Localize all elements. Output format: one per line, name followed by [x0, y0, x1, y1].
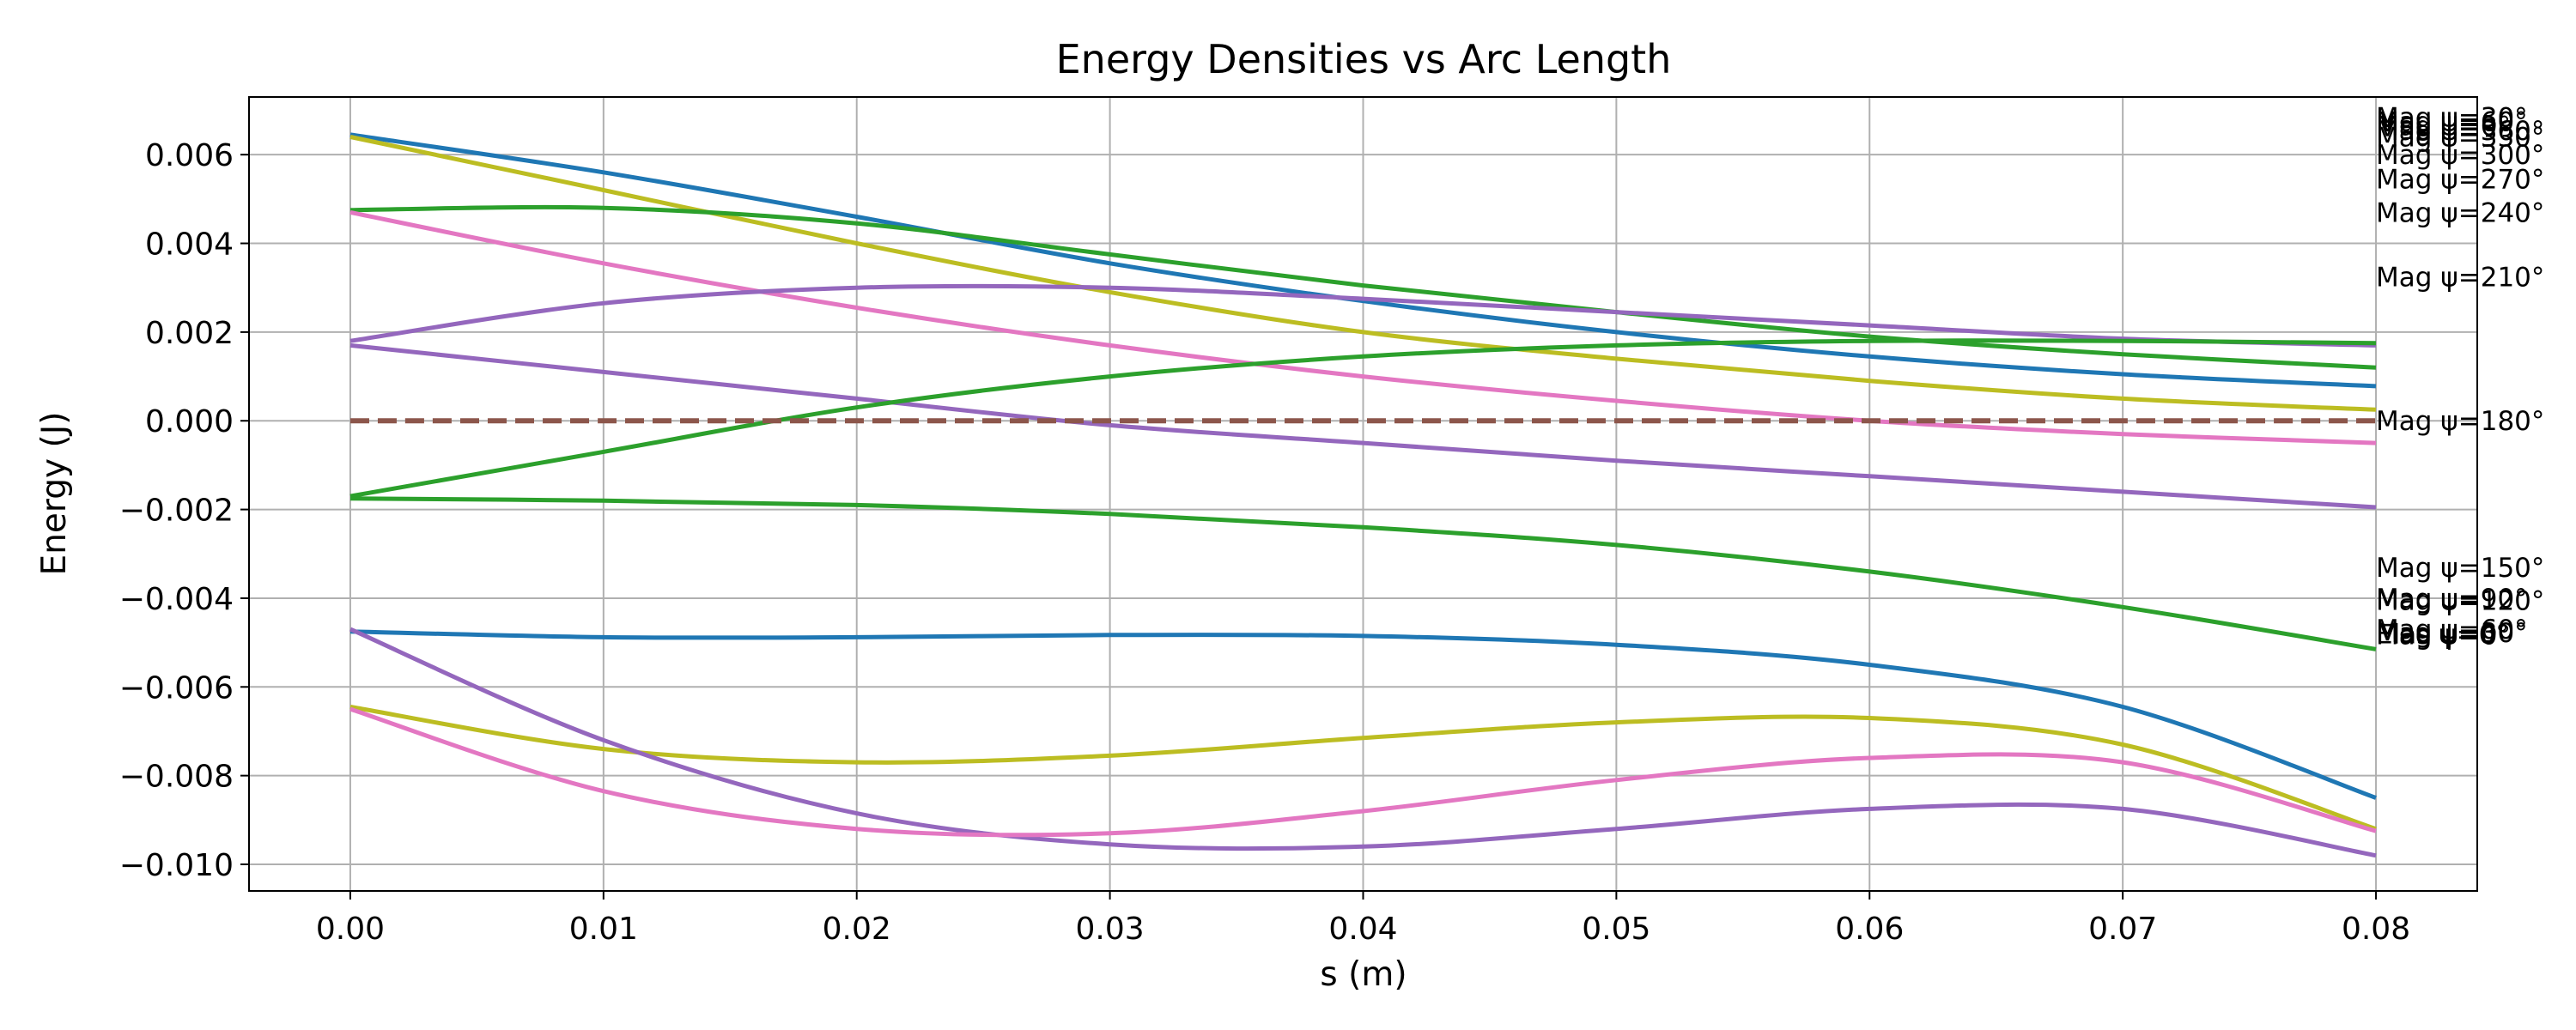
series-annotation: Mag ψ=180°	[2376, 406, 2544, 437]
series-annotation: Elas ψ=0°	[2376, 619, 2509, 650]
series-annotation: Mag ψ=270°	[2376, 165, 2544, 196]
y-tick-label: −0.010	[119, 848, 234, 883]
series-line-9	[349, 629, 2377, 800]
x-tick-label: 0.03	[1076, 912, 1145, 947]
series-annotation: Mag ψ=240°	[2376, 197, 2544, 228]
x-tick-label: 0.04	[1328, 912, 1397, 947]
series-line-7	[349, 338, 2377, 499]
series-annotation: Mag ψ=120°	[2376, 586, 2544, 617]
series-annotation: Mag ψ=300°	[2376, 140, 2544, 171]
series-line-4	[349, 209, 2377, 445]
series-line-11	[349, 627, 2377, 858]
series-line-10	[349, 705, 2377, 832]
series-annotation: Mag ψ=60°	[2376, 106, 2528, 137]
series-line-1	[349, 132, 2377, 389]
y-tick-label: −0.004	[119, 582, 234, 617]
series-annotation: Mag ψ=30°	[2376, 618, 2528, 649]
series-annotations: Mag ψ=30°Mag ψ=60°Mag ψ=0°Mag ψ=360°Mag …	[2376, 102, 2544, 651]
y-tick-label: 0.002	[145, 316, 234, 351]
series-annotation: Mag ψ=150°	[2376, 553, 2544, 584]
plot-area	[349, 132, 2377, 858]
series-line-5	[349, 283, 2377, 348]
y-axis-label: Energy (J)	[35, 412, 74, 576]
y-tick-label: −0.002	[119, 494, 234, 529]
x-axis-label: s (m)	[1320, 955, 1406, 994]
y-tick-label: −0.008	[119, 760, 234, 795]
grid-lines	[249, 97, 2477, 891]
x-tick-label: 0.05	[1582, 912, 1650, 947]
x-axis-ticks: 0.00 0.01 0.02 0.03 0.04 0.05 0.06 0.07 0.08	[316, 891, 2410, 947]
y-tick-label: 0.004	[145, 227, 234, 263]
x-tick-label: 0.02	[823, 912, 891, 947]
series-annotation: Mag ψ=330°	[2376, 123, 2544, 154]
chart-title: Energy Densities vs Arc Length	[1056, 36, 1672, 82]
x-tick-label: 0.08	[2342, 912, 2410, 947]
series-line-8	[349, 496, 2377, 651]
x-tick-label: 0.07	[2088, 912, 2157, 947]
y-tick-label: −0.006	[119, 670, 234, 706]
x-tick-label: 0.06	[1835, 912, 1904, 947]
series-line-2	[349, 135, 2377, 412]
series-annotation: Mag ψ=360°	[2376, 116, 2544, 147]
series-annotation: Mag ψ=0°	[2376, 112, 2511, 142]
series-annotation: Mag ψ=0°	[2376, 620, 2511, 651]
x-tick-label: 0.01	[569, 912, 638, 947]
series-annotation: Mag ψ=210°	[2376, 262, 2544, 293]
series-annotation: Mag ψ=60°	[2376, 615, 2528, 645]
series-line-3	[349, 204, 2377, 370]
series-line-6	[349, 342, 2377, 510]
y-tick-label: 0.000	[145, 404, 234, 439]
y-axis-ticks: 0.006 0.004 0.002 0.000 −0.002 −0.004 −0.006 −0…	[119, 138, 249, 883]
x-tick-label: 0.00	[316, 912, 385, 947]
series-line-12	[349, 706, 2377, 838]
series-annotation: Mag ψ=90°	[2376, 584, 2528, 615]
y-tick-label: 0.006	[145, 138, 234, 173]
series-annotation: Mag ψ=30°	[2376, 102, 2528, 133]
